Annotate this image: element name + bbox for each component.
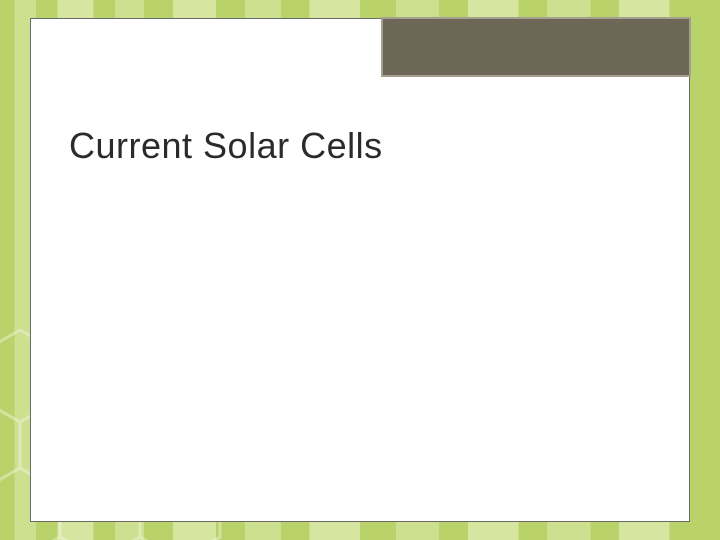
corner-accent-box — [381, 17, 691, 77]
content-card: Current Solar Cells — [30, 18, 690, 522]
slide-title: Current Solar Cells — [69, 125, 383, 167]
